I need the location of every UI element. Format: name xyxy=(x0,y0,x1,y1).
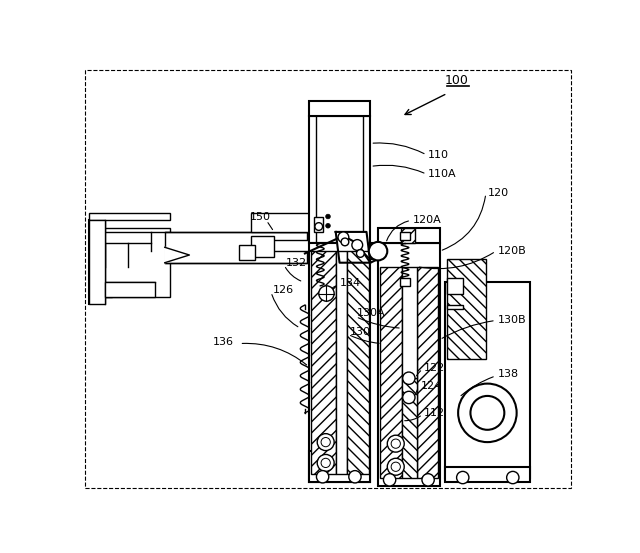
Bar xyxy=(378,243,440,486)
Circle shape xyxy=(369,242,387,260)
Circle shape xyxy=(319,286,334,301)
Bar xyxy=(348,251,369,474)
Bar xyxy=(445,282,530,478)
Text: 126: 126 xyxy=(273,285,294,295)
Text: 130: 130 xyxy=(349,327,371,337)
Circle shape xyxy=(321,437,330,447)
Circle shape xyxy=(326,214,330,219)
Bar xyxy=(417,267,438,478)
Text: 100: 100 xyxy=(445,74,468,87)
Bar xyxy=(336,251,348,474)
Text: 120B: 120B xyxy=(497,246,526,256)
Bar xyxy=(447,278,463,294)
Text: 110A: 110A xyxy=(428,169,457,179)
Bar xyxy=(401,228,415,243)
Circle shape xyxy=(356,249,364,257)
Bar xyxy=(380,267,402,478)
Bar xyxy=(90,290,113,298)
Text: 130B: 130B xyxy=(497,315,526,326)
Bar xyxy=(251,236,274,257)
Bar xyxy=(445,467,530,482)
Bar xyxy=(378,228,440,243)
Text: 112: 112 xyxy=(424,408,445,418)
Text: 136: 136 xyxy=(212,337,234,347)
Circle shape xyxy=(349,471,361,483)
Circle shape xyxy=(507,471,519,484)
Text: 130A: 130A xyxy=(357,308,386,318)
Polygon shape xyxy=(164,247,189,263)
Circle shape xyxy=(383,474,396,486)
Circle shape xyxy=(326,223,330,228)
Bar xyxy=(251,213,316,232)
Circle shape xyxy=(316,471,329,483)
Circle shape xyxy=(317,455,334,471)
Circle shape xyxy=(456,471,469,484)
Bar xyxy=(90,228,170,298)
Circle shape xyxy=(341,238,349,246)
Circle shape xyxy=(470,396,504,430)
Text: 134: 134 xyxy=(340,279,361,289)
Text: 132: 132 xyxy=(285,258,307,268)
Text: 150: 150 xyxy=(250,211,271,222)
Circle shape xyxy=(317,434,334,451)
Bar xyxy=(239,245,255,260)
Bar xyxy=(399,278,410,286)
Polygon shape xyxy=(336,232,371,263)
Text: 110: 110 xyxy=(428,150,449,160)
Bar xyxy=(308,117,371,243)
Circle shape xyxy=(391,439,401,448)
Circle shape xyxy=(403,392,415,404)
Bar xyxy=(399,232,410,239)
Bar xyxy=(447,305,463,309)
Circle shape xyxy=(422,474,435,486)
Text: 120A: 120A xyxy=(413,215,442,226)
Text: 138: 138 xyxy=(497,369,518,379)
Circle shape xyxy=(387,435,404,452)
Circle shape xyxy=(387,458,404,475)
Bar xyxy=(308,101,371,117)
Bar xyxy=(402,378,417,478)
Circle shape xyxy=(352,239,363,251)
Circle shape xyxy=(321,458,330,467)
Bar xyxy=(308,451,371,482)
Bar xyxy=(311,251,336,474)
Circle shape xyxy=(458,384,516,442)
Bar xyxy=(314,217,323,232)
Circle shape xyxy=(315,223,323,231)
Text: 122: 122 xyxy=(424,363,445,373)
Circle shape xyxy=(391,462,401,471)
Bar xyxy=(90,220,105,304)
Circle shape xyxy=(338,232,349,243)
Bar xyxy=(164,232,307,263)
Text: 124: 124 xyxy=(420,381,442,391)
Bar xyxy=(90,213,170,220)
Text: 120: 120 xyxy=(488,189,509,199)
Bar xyxy=(402,267,417,378)
Bar xyxy=(273,239,316,251)
Bar xyxy=(308,243,371,482)
Circle shape xyxy=(403,372,415,384)
Bar xyxy=(447,259,486,359)
Bar xyxy=(105,282,155,298)
